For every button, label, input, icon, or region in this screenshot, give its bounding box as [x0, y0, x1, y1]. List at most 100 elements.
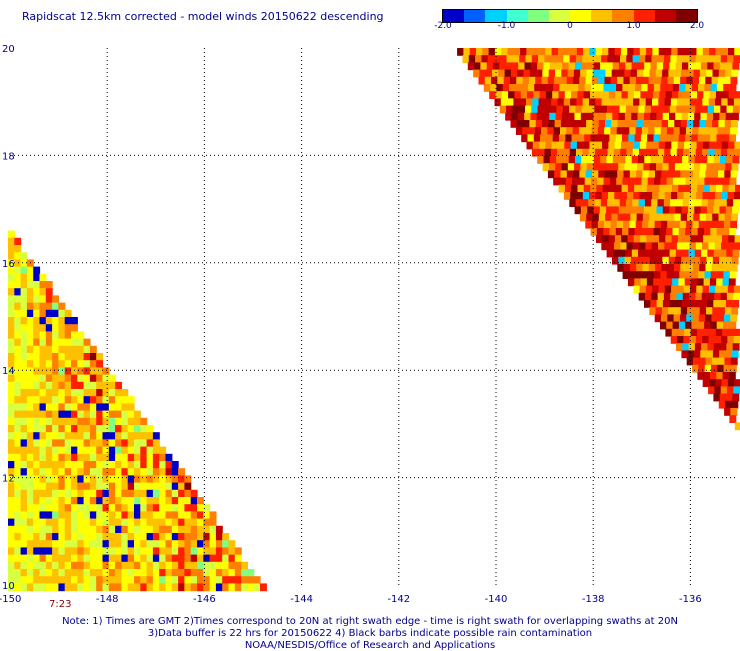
- wind-diff-cell: [109, 432, 116, 440]
- wind-diff-cell: [33, 526, 40, 534]
- wind-diff-cell: [8, 490, 15, 498]
- wind-diff-cell: [704, 84, 711, 92]
- wind-diff-cell: [178, 576, 185, 584]
- wind-diff-cell: [109, 403, 116, 411]
- wind-diff-cell: [197, 569, 204, 577]
- wind-diff-cell: [178, 468, 185, 476]
- wind-diff-cell: [685, 134, 692, 142]
- wind-diff-cell: [134, 504, 141, 512]
- wind-diff-cell: [90, 540, 97, 548]
- wind-diff-cell: [115, 569, 122, 577]
- wind-diff-cell: [606, 206, 613, 214]
- wind-diff-cell: [615, 142, 622, 150]
- wind-diff-cell: [685, 84, 692, 92]
- wind-diff-cell: [672, 235, 679, 243]
- wind-diff-cell: [578, 185, 585, 193]
- wind-diff-cell: [661, 77, 668, 85]
- wind-diff-cell: [534, 134, 541, 142]
- wind-diff-cell: [678, 142, 685, 150]
- wind-diff-cell: [723, 84, 730, 92]
- wind-diff-cell: [542, 77, 549, 85]
- wind-diff-cell: [717, 228, 724, 236]
- wind-diff-cell: [690, 48, 697, 56]
- wind-diff-cell: [680, 127, 687, 135]
- wind-diff-cell: [684, 142, 691, 150]
- wind-diff-cell: [33, 317, 40, 325]
- wind-diff-cell: [134, 540, 141, 548]
- wind-diff-cell: [601, 55, 608, 63]
- wind-diff-cell: [71, 353, 78, 361]
- wind-diff-cell: [159, 447, 166, 455]
- wind-diff-cell: [705, 77, 712, 85]
- wind-diff-cell: [595, 55, 602, 63]
- wind-diff-cell: [21, 252, 28, 260]
- wind-diff-cell: [21, 411, 28, 419]
- wind-diff-cell: [589, 48, 596, 56]
- wind-diff-cell: [128, 547, 135, 555]
- wind-diff-cell: [27, 317, 34, 325]
- wind-diff-cell: [664, 293, 671, 301]
- wind-diff-cell: [502, 91, 509, 99]
- wind-diff-cell: [686, 314, 693, 322]
- wind-diff-cell: [718, 170, 725, 178]
- wind-diff-cell: [128, 454, 135, 462]
- wind-diff-cell: [567, 77, 574, 85]
- wind-diff-cell: [717, 271, 724, 279]
- wind-diff-cell: [147, 519, 154, 527]
- wind-diff-cell: [704, 322, 711, 330]
- wind-diff-cell: [585, 127, 592, 135]
- wind-diff-cell: [624, 170, 631, 178]
- wind-diff-cell: [14, 331, 21, 339]
- wind-diff-cell: [536, 120, 543, 128]
- wind-diff-cell: [46, 468, 53, 476]
- wind-diff-cell: [597, 228, 604, 236]
- wind-diff-cell: [14, 504, 21, 512]
- wind-diff-cell: [58, 367, 65, 375]
- wind-diff-cell: [140, 461, 147, 469]
- wind-diff-cell: [58, 461, 65, 469]
- wind-diff-cell: [565, 134, 572, 142]
- wind-diff-cell: [473, 70, 480, 78]
- wind-diff-cell: [247, 569, 254, 577]
- wind-diff-cell: [128, 511, 135, 519]
- wind-diff-cell: [14, 324, 21, 332]
- wind-diff-cell: [691, 235, 698, 243]
- wind-diff-cell: [538, 55, 545, 63]
- wind-diff-cell: [52, 432, 59, 440]
- wind-diff-cell: [103, 511, 110, 519]
- wind-diff-cell: [77, 490, 84, 498]
- wind-diff-cell: [638, 206, 645, 214]
- wind-diff-cell: [677, 286, 684, 294]
- wind-diff-cell: [588, 62, 595, 70]
- wind-diff-cell: [153, 497, 160, 505]
- wind-diff-cell: [706, 70, 713, 78]
- wind-diff-cell: [642, 170, 649, 178]
- wind-diff-cell: [700, 350, 707, 358]
- wind-diff-cell: [21, 396, 28, 404]
- wind-diff-cell: [46, 569, 53, 577]
- wind-diff-cell: [671, 142, 678, 150]
- wind-diff-cell: [77, 331, 84, 339]
- wind-diff-cell: [608, 242, 615, 250]
- wind-diff-cell: [702, 336, 709, 344]
- wind-diff-cell: [601, 242, 608, 250]
- wind-diff-cell: [633, 98, 640, 106]
- wind-diff-cell: [184, 555, 191, 563]
- wind-diff-cell: [27, 411, 34, 419]
- wind-diff-cell: [33, 360, 40, 368]
- wind-diff-cell: [109, 490, 116, 498]
- wind-diff-cell: [729, 185, 736, 193]
- wind-diff-cell: [191, 547, 198, 555]
- wind-diff-cell: [699, 127, 706, 135]
- wind-diff-cell: [90, 389, 97, 397]
- wind-diff-cell: [134, 418, 141, 426]
- wind-diff-cell: [721, 55, 728, 63]
- wind-diff-cell: [463, 55, 470, 63]
- footnote-line-1: Note: 1) Times are GMT 2)Times correspon…: [0, 616, 740, 627]
- wind-diff-cell: [147, 454, 154, 462]
- wind-diff-cell: [58, 432, 65, 440]
- wind-diff-cell: [706, 214, 713, 222]
- wind-diff-cell: [33, 468, 40, 476]
- wind-diff-cell: [40, 346, 47, 354]
- wind-diff-cell: [652, 192, 659, 200]
